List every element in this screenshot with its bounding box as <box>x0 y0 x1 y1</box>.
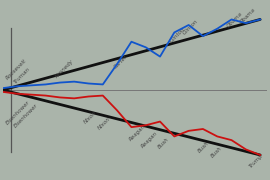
Text: Truman: Truman <box>14 66 32 84</box>
Text: Bush: Bush <box>210 146 223 159</box>
Text: Nixon: Nixon <box>97 116 112 131</box>
Text: Obama: Obama <box>226 11 244 29</box>
Text: Roosevelt: Roosevelt <box>5 58 28 81</box>
Text: Eisenhower: Eisenhower <box>5 99 31 125</box>
Text: Reagan: Reagan <box>140 131 158 149</box>
Text: Nixon: Nixon <box>83 110 97 125</box>
Text: Clinton: Clinton <box>181 19 199 36</box>
Text: Bush: Bush <box>197 140 210 153</box>
Text: Carter: Carter <box>113 54 129 70</box>
Text: Reagan: Reagan <box>129 123 147 142</box>
Text: Eisenhower: Eisenhower <box>14 103 39 129</box>
Text: Kennedy: Kennedy <box>54 58 75 79</box>
Text: Bush: Bush <box>157 136 170 150</box>
Text: Clinton: Clinton <box>168 26 186 44</box>
Text: Obama: Obama <box>239 7 256 25</box>
Text: Trump: Trump <box>249 153 265 169</box>
